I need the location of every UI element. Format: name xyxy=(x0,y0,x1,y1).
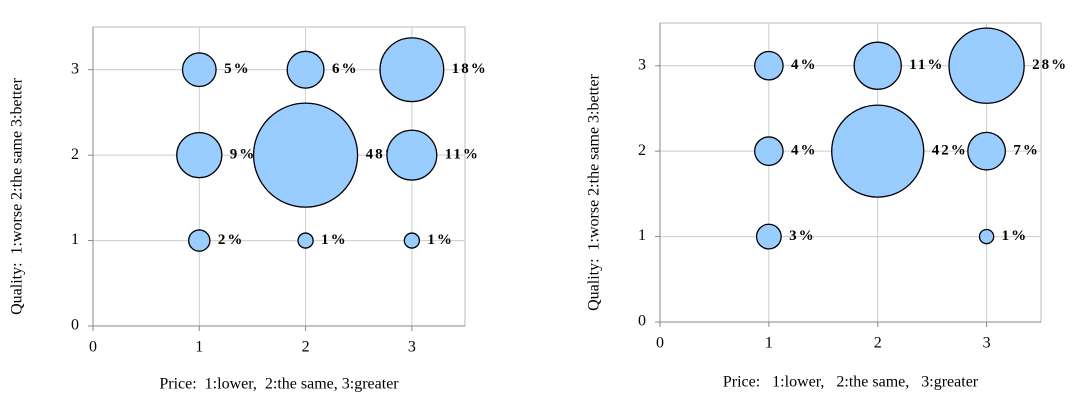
y-tick-label: 1 xyxy=(71,231,79,248)
bubble xyxy=(754,136,784,166)
data-label: 4% xyxy=(791,143,818,159)
data-label: 4% xyxy=(791,57,818,73)
x-tick-label: 2 xyxy=(874,335,882,352)
bubble xyxy=(754,50,784,81)
x-tick-label: 3 xyxy=(408,339,416,356)
bubble xyxy=(181,52,217,88)
data-label: 6% xyxy=(332,61,359,77)
y-tick-label: 3 xyxy=(71,60,79,77)
y-tick-label: 3 xyxy=(638,56,646,73)
y-tick-label: 2 xyxy=(71,146,79,163)
data-label: 7% xyxy=(1013,143,1040,159)
bubble xyxy=(252,102,359,208)
bubble xyxy=(286,50,325,89)
bubble xyxy=(403,232,421,249)
data-label: 11% xyxy=(909,57,944,73)
x-axis-label: Price: 1:lower, 2:the same, 3:greater xyxy=(159,376,399,393)
x-tick-label: 1 xyxy=(195,339,203,356)
y-tick-label: 1 xyxy=(638,227,646,244)
data-label: 1% xyxy=(321,232,348,248)
bubble xyxy=(188,229,211,252)
data-label: 1% xyxy=(1002,228,1029,244)
bubble xyxy=(853,41,902,90)
y-axis-label: Quality: 1:worse 2:the same 3:better xyxy=(9,77,26,315)
data-label: 3% xyxy=(789,228,816,244)
bubble xyxy=(386,129,438,181)
y-tick-label: 0 xyxy=(71,317,79,334)
bubble xyxy=(755,223,782,250)
data-label: 42% xyxy=(932,143,968,159)
bubble xyxy=(948,27,1025,104)
data-label: 2% xyxy=(218,232,245,248)
data-label: 11% xyxy=(445,147,480,163)
data-label: 5% xyxy=(224,61,251,77)
data-label: 9% xyxy=(230,147,257,163)
x-axis-label: Price: 1:lower, 2:the same, 3:greater xyxy=(723,374,979,391)
x-tick-label: 3 xyxy=(983,335,991,352)
data-label: 18% xyxy=(452,61,488,77)
x-tick-label: 0 xyxy=(89,339,97,356)
bubble xyxy=(978,228,995,245)
x-tick-label: 2 xyxy=(302,339,310,356)
bubble xyxy=(176,131,223,179)
data-label: 28% xyxy=(1032,57,1068,73)
bubble xyxy=(297,232,314,249)
y-tick-label: 2 xyxy=(638,142,646,159)
bubble xyxy=(967,131,1007,171)
bubble xyxy=(379,37,445,103)
data-label: 1% xyxy=(427,232,454,248)
x-tick-label: 1 xyxy=(765,335,773,352)
y-tick-label: 0 xyxy=(638,313,646,330)
bubble xyxy=(831,104,925,198)
x-tick-label: 0 xyxy=(656,335,664,352)
y-axis-label: Quality: 1:worse 2:the same 3:better xyxy=(586,73,603,311)
